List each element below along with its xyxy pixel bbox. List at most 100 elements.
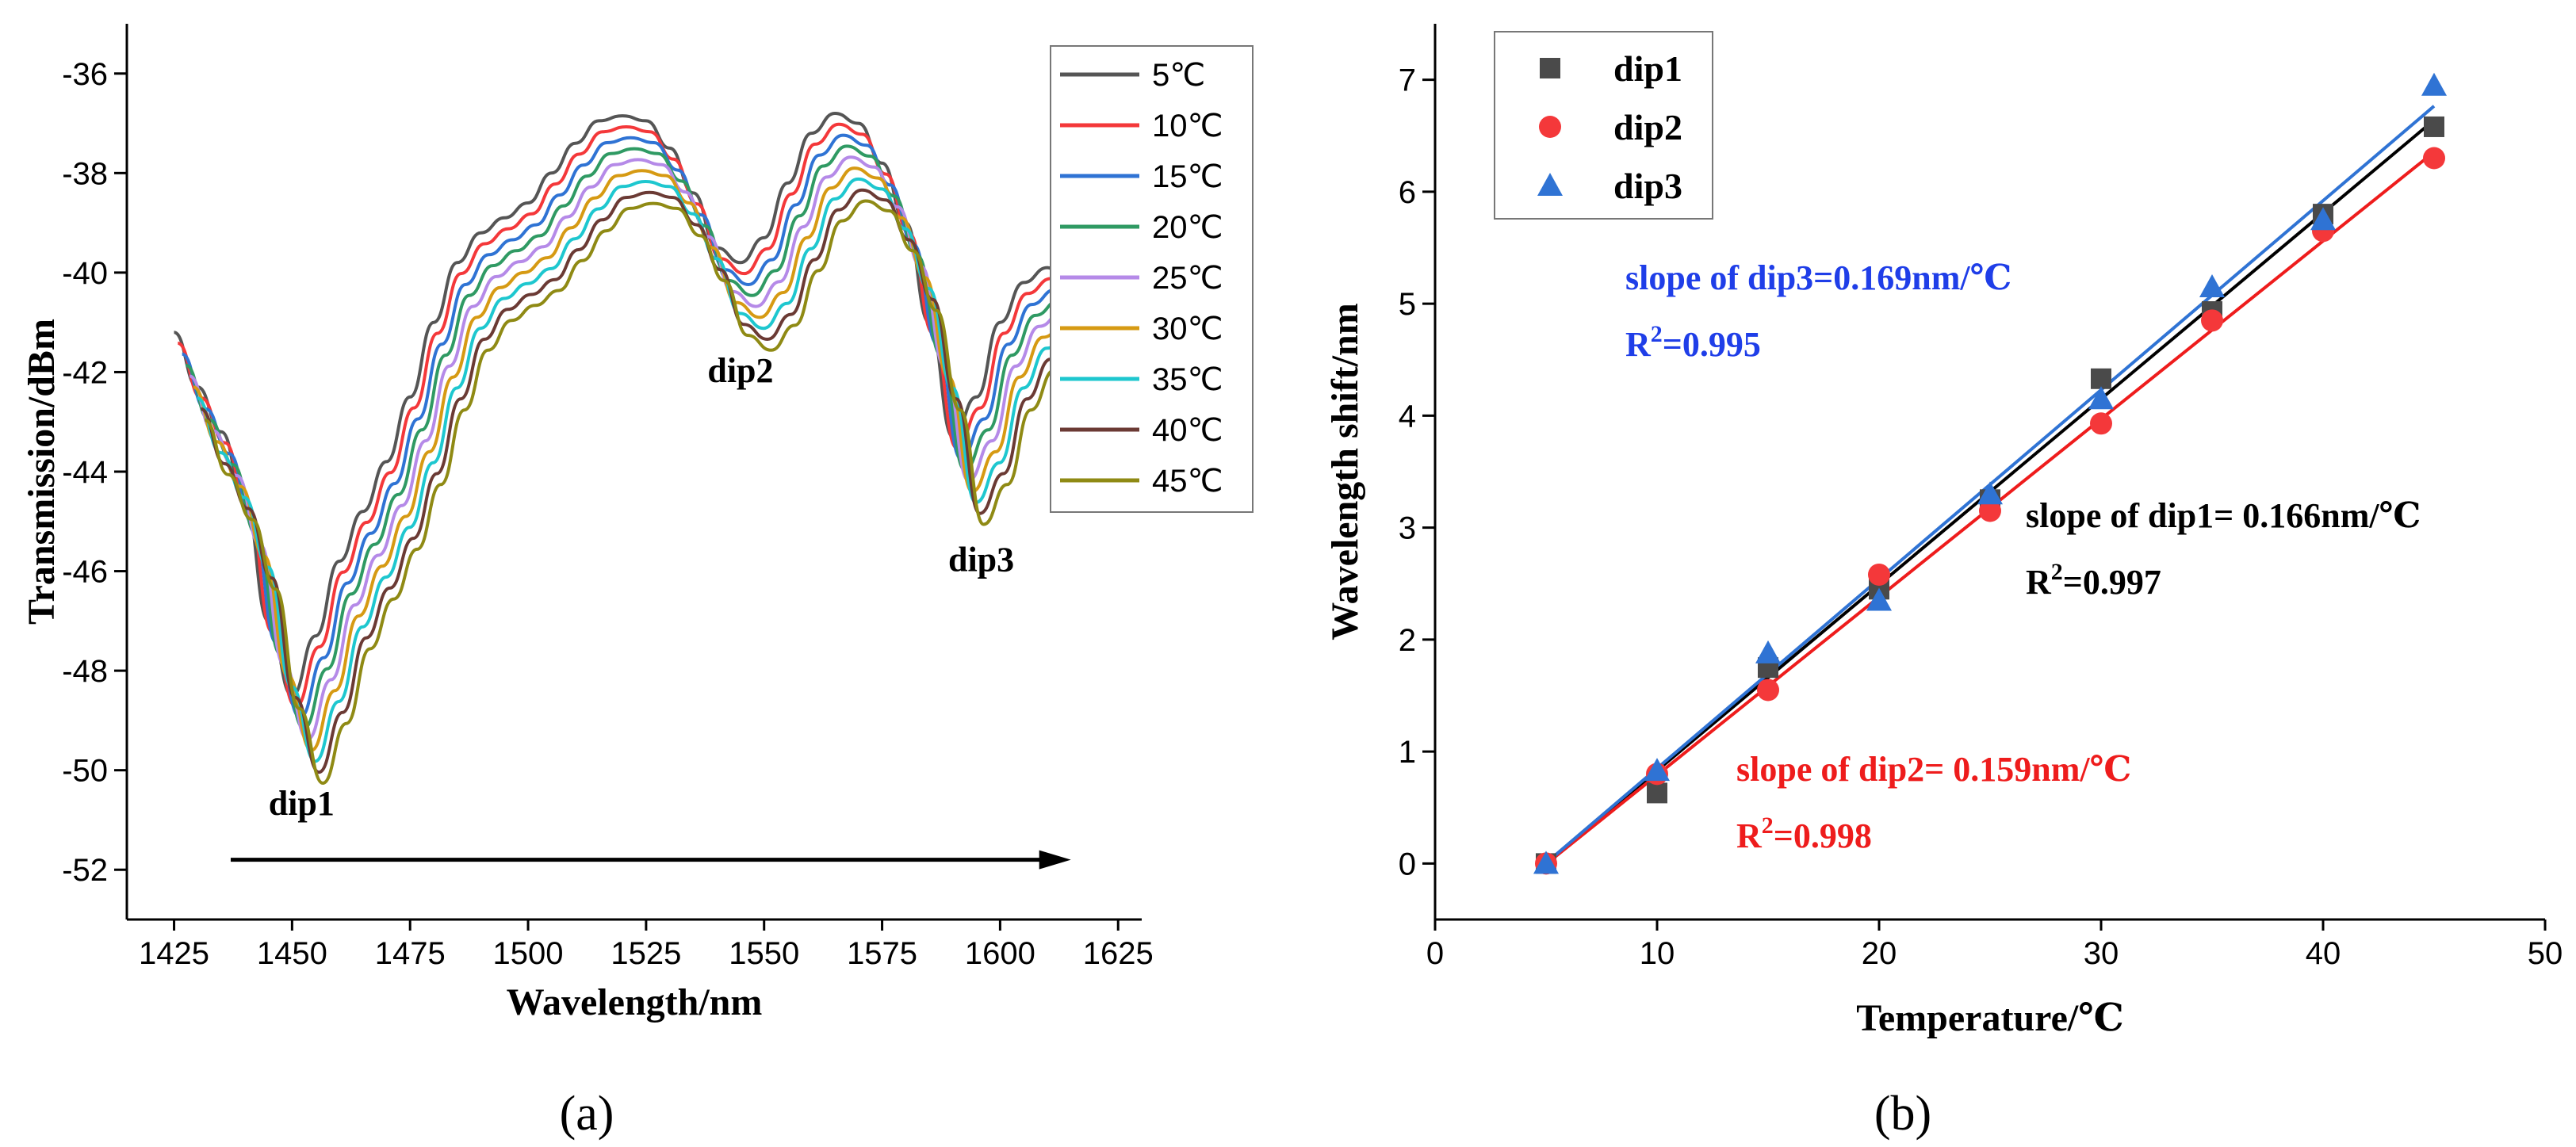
- data-point-dip1: [2091, 368, 2111, 389]
- y-tick-label: 6: [1399, 175, 1416, 210]
- spectrum-line-4: [189, 155, 1073, 741]
- data-point-dip3: [2421, 72, 2447, 96]
- spectrum-line-0: [173, 111, 1072, 698]
- y-tick-label: -50: [62, 754, 108, 789]
- legend-entry: 25℃: [1152, 261, 1223, 296]
- y-tick-label: -48: [62, 654, 108, 689]
- y-tick-label: -52: [62, 853, 108, 888]
- data-point-dip2: [2201, 309, 2223, 332]
- dip-label: dip3: [948, 541, 1014, 579]
- legend-marker-dip1: [1540, 58, 1560, 78]
- y-tick-label: -42: [62, 355, 108, 390]
- r2-value: 0.997: [2083, 563, 2161, 602]
- dip-label: dip2: [707, 351, 773, 390]
- legend-entry: 10℃: [1152, 109, 1223, 143]
- shift-arrow-head: [1039, 850, 1071, 870]
- x-tick-label: 1475: [375, 936, 446, 971]
- panel-a-label: (a): [560, 1087, 614, 1141]
- legend-entry: 15℃: [1152, 159, 1223, 194]
- spectrum-line-5: [193, 166, 1073, 752]
- data-point-dip3: [2310, 207, 2336, 231]
- y-tick-label: -46: [62, 555, 108, 590]
- slope-annotation: slope of dip2= 0.159nm/℃: [1736, 750, 2131, 789]
- data-point-dip2: [1757, 679, 1779, 702]
- legend-entry: 35℃: [1152, 362, 1223, 397]
- legend: 5℃ 10℃ 15℃ 20℃ 25℃ 30℃ 35℃ 40℃ 45℃: [1050, 45, 1254, 513]
- data-point-dip1: [1647, 782, 1667, 804]
- data-point-dip3: [1755, 640, 1781, 663]
- legend-entry: 30℃: [1152, 312, 1223, 346]
- spectrum-line-8: [204, 199, 1073, 786]
- x-tick-label: 1425: [139, 936, 209, 971]
- x-tick-label: 50: [2528, 936, 2563, 971]
- x-tick-label: 1600: [965, 936, 1035, 971]
- y-tick-label: -38: [62, 156, 108, 191]
- x-tick-label: 30: [2084, 936, 2119, 971]
- y-tick-label: -40: [62, 256, 108, 291]
- y-axis-title: Wavelength shift/nm: [1324, 303, 1366, 640]
- panel-a-chart: 1425 1450 1475 1500 1525 1550 1575 1600 1625 -52 -…: [21, 24, 1254, 1023]
- data-point-dip1: [2424, 116, 2444, 137]
- x-tick-label: 1550: [729, 936, 799, 971]
- x-tick-label: 1450: [257, 936, 327, 971]
- y-tick-label: -36: [62, 57, 108, 92]
- x-tick-label: 1575: [847, 936, 917, 971]
- r2-annotation: R2=0.997: [2026, 559, 2161, 602]
- x-axis-title: Wavelength/nm: [507, 981, 763, 1023]
- r2-equals: =: [1774, 816, 1793, 855]
- x-tick-label: 10: [1640, 936, 1675, 971]
- y-tick-label: 5: [1399, 287, 1416, 322]
- y-tick-label: 0: [1399, 847, 1416, 881]
- spectrum-line-2: [181, 133, 1072, 720]
- x-tick-label: 0: [1426, 936, 1444, 971]
- r2-symbol: R: [1625, 325, 1652, 364]
- x-axis-title: Temperature/℃: [1856, 997, 2123, 1039]
- data-point-dip3: [1866, 587, 1892, 611]
- panel-b-label: (b): [1874, 1087, 1931, 1141]
- r2-superscript: 2: [2051, 559, 2063, 585]
- spectrum-line-1: [177, 122, 1072, 709]
- data-point-dip3: [1977, 481, 2003, 505]
- r2-symbol: R: [2026, 563, 2052, 602]
- data-point-dip3: [2088, 386, 2114, 410]
- x-tick-label: 20: [1862, 936, 1897, 971]
- r2-annotation: R2=0.995: [1625, 321, 1761, 364]
- slope-annotation: slope of dip3=0.169nm/℃: [1625, 258, 2011, 297]
- r2-superscript: 2: [1762, 812, 1774, 839]
- dip-label: dip1: [269, 784, 335, 823]
- x-tick-label: 1525: [611, 936, 681, 971]
- legend-marker-dip2: [1539, 116, 1561, 138]
- y-axis-title: Transmission/dBm: [21, 319, 63, 625]
- legend-entry: dip3: [1613, 166, 1682, 206]
- r2-value: 0.998: [1793, 816, 1872, 855]
- r2-equals: =: [1663, 325, 1682, 364]
- spectrum-line-6: [196, 177, 1073, 763]
- y-tick-label: 1: [1399, 735, 1416, 770]
- legend-entry: 40℃: [1152, 413, 1223, 448]
- legend: dip1 dip2 dip3: [1494, 31, 1713, 220]
- data-point-dip2: [2423, 147, 2445, 170]
- data-point-dip3: [1644, 758, 1670, 782]
- y-tick-label: 7: [1399, 63, 1416, 98]
- legend-entry: dip1: [1613, 48, 1682, 89]
- y-tick-label: -44: [62, 455, 108, 490]
- y-tick-label: 4: [1399, 399, 1416, 434]
- r2-symbol: R: [1736, 816, 1763, 855]
- x-tick-label: 1500: [493, 936, 564, 971]
- x-tick-label: 40: [2306, 936, 2341, 971]
- legend-marker-dip3: [1537, 173, 1563, 196]
- data-point-dip2: [1979, 499, 2001, 522]
- data-point-dip3: [1533, 851, 1559, 874]
- y-tick-label: 3: [1399, 511, 1416, 546]
- r2-superscript: 2: [1651, 321, 1663, 347]
- r2-value: 0.995: [1682, 325, 1761, 364]
- data-point-dip2: [1868, 563, 1890, 586]
- panel-b-chart: 0 10 20 30 40 50 0 1 2 3 4 5 6 7 Temperature/℃ Waveleng…: [1324, 24, 2563, 1039]
- data-point-dip3: [2199, 273, 2225, 297]
- r2-annotation: R2=0.998: [1736, 812, 1872, 855]
- spectrum-line-7: [200, 188, 1073, 774]
- legend-entry: dip2: [1613, 107, 1682, 147]
- legend-entry: 20℃: [1152, 210, 1223, 245]
- spectrum-line-3: [185, 144, 1072, 730]
